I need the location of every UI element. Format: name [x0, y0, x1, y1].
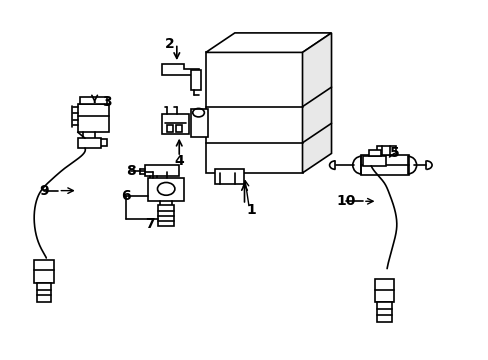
Text: 1: 1 [246, 203, 256, 217]
Bar [145, 165, 179, 176]
Bar [80, 98, 106, 104]
Text: 9: 9 [39, 184, 49, 198]
Text: 4: 4 [174, 153, 184, 167]
Bar [37, 283, 51, 302]
Bar [78, 138, 101, 148]
Bar [368, 149, 381, 156]
Bar [215, 169, 244, 184]
Bar [191, 70, 201, 90]
Polygon shape [205, 33, 331, 53]
Bar [377, 146, 395, 155]
Text: 5: 5 [389, 147, 398, 161]
Polygon shape [205, 53, 302, 173]
Bar [158, 205, 174, 226]
Text: 7: 7 [145, 217, 155, 231]
Text: 6: 6 [121, 189, 131, 203]
Bar [191, 109, 208, 138]
Bar [362, 156, 386, 166]
Bar [147, 178, 183, 201]
Bar [360, 155, 408, 175]
Polygon shape [302, 33, 331, 173]
Bar [162, 114, 188, 134]
Bar [78, 104, 109, 132]
Bar [167, 125, 173, 132]
Bar [176, 125, 181, 132]
Bar [377, 302, 391, 322]
Text: 2: 2 [164, 36, 174, 50]
Text: 8: 8 [126, 164, 136, 178]
Text: 3: 3 [102, 95, 111, 109]
Bar [80, 139, 106, 145]
Bar [34, 260, 53, 283]
Bar [374, 279, 393, 302]
Polygon shape [162, 64, 198, 76]
Text: 10: 10 [336, 194, 355, 208]
